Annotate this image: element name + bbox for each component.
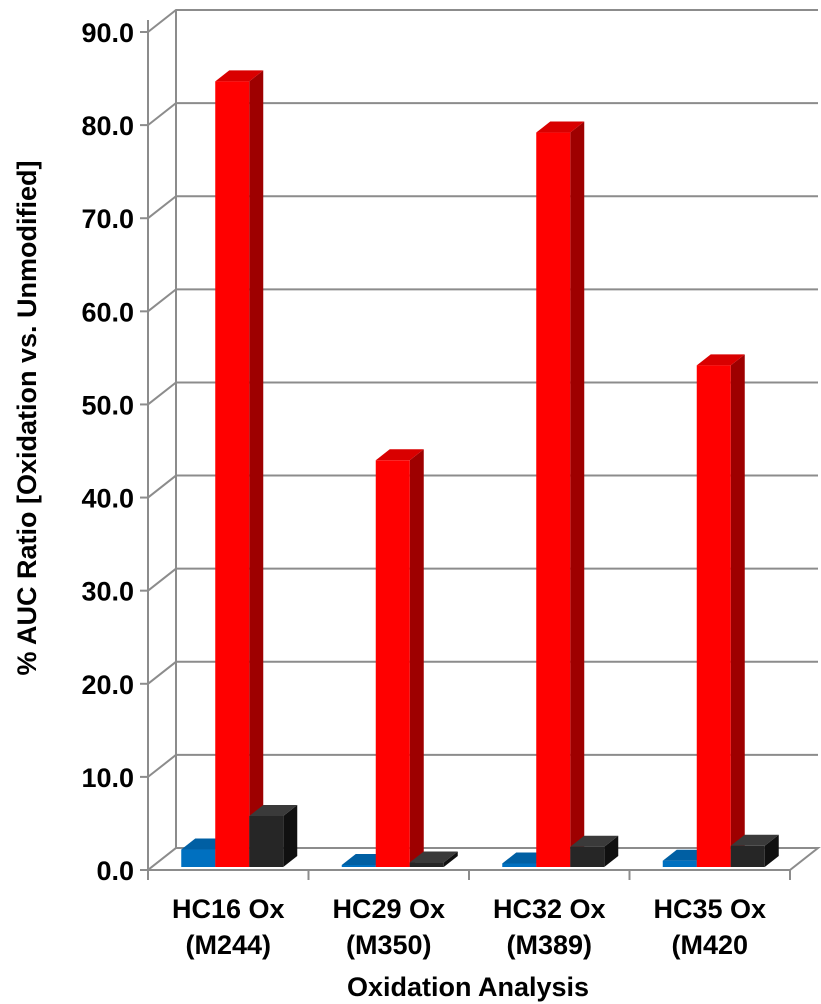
gridline [148, 10, 818, 32]
y-tick-labels: 0.0 10.0 20.0 30.0 40.0 50.0 60.0 70.0 80.0 90.0 [81, 18, 134, 886]
bar-front [342, 865, 376, 867]
bars [181, 70, 779, 867]
x-axis-title: Oxidation Analysis [347, 972, 589, 1002]
y-tick-label: 70.0 [81, 204, 134, 234]
bar [215, 70, 263, 867]
bar-front [410, 863, 444, 867]
bar [249, 805, 297, 867]
bar-front [536, 133, 570, 867]
bar-side [731, 354, 745, 867]
bar-side [249, 70, 263, 867]
x-category-label: HC16 Ox [172, 894, 285, 924]
x-category-label: HC35 Ox [653, 894, 766, 924]
y-tick-label: 50.0 [81, 390, 134, 420]
y-axis-title: % AUC Ratio [Oxidation vs. Unmodified] [12, 160, 42, 675]
x-category-label: (M420 [671, 930, 748, 960]
bar-front [376, 460, 410, 867]
x-category-label: (M244) [185, 930, 271, 960]
y-tick-label: 80.0 [81, 111, 134, 141]
bar-front [570, 847, 604, 867]
x-category-label: HC29 Ox [332, 894, 445, 924]
y-tick-label: 10.0 [81, 763, 134, 793]
bar-side [410, 449, 424, 867]
bar-front [215, 81, 249, 867]
bar [376, 449, 424, 867]
y-tick-label: 40.0 [81, 484, 134, 514]
x-category-label: (M350) [346, 930, 432, 960]
bar-front [697, 365, 731, 867]
y-tick-label: 0.0 [96, 856, 134, 886]
bar-front [502, 863, 536, 867]
y-tick-label: 90.0 [81, 18, 134, 48]
x-category-labels: HC16 Ox (M244) HC29 Ox (M350) HC32 Ox (M389) H… [172, 894, 766, 960]
x-category-label: (M389) [506, 930, 592, 960]
bar-front [181, 850, 215, 867]
x-category-label: HC32 Ox [493, 894, 606, 924]
y-tick-label: 20.0 [81, 670, 134, 700]
bar-side [570, 122, 584, 867]
bar [697, 354, 745, 867]
bar-front [663, 861, 697, 867]
bar-front [731, 846, 765, 867]
y-tick-label: 60.0 [81, 297, 134, 327]
bar-front [249, 816, 283, 867]
bar [536, 122, 584, 867]
y-tick-label: 30.0 [81, 577, 134, 607]
